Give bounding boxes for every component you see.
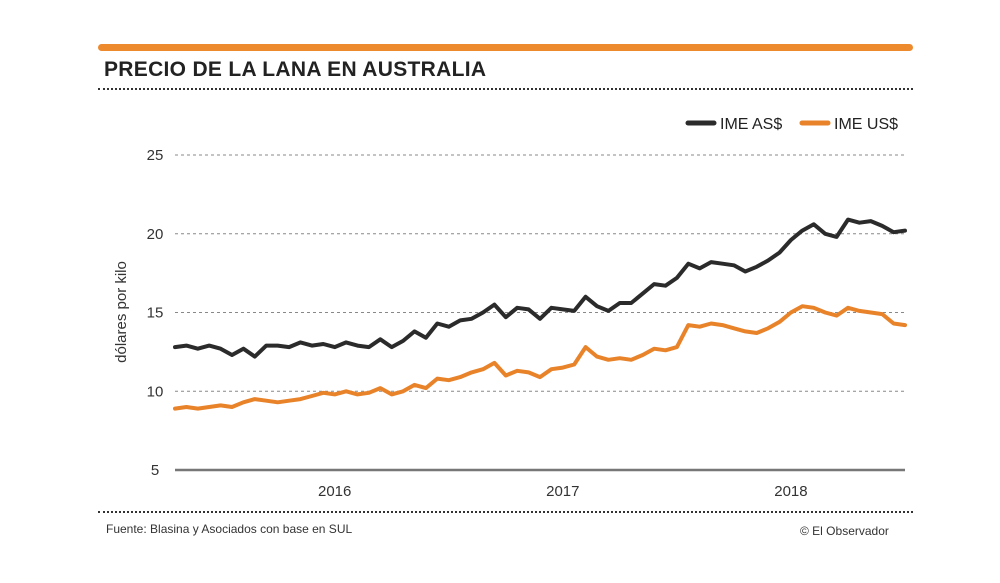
series-line-ime-as	[173, 217, 907, 359]
x-tick-label: 2018	[774, 483, 807, 500]
y-tick-label: 20	[147, 226, 164, 243]
y-tick-label: 15	[147, 305, 164, 322]
x-tick-label: 2017	[546, 483, 579, 500]
y-tick-label: 25	[147, 147, 164, 164]
x-tick-labels: 2016 2017 2018	[318, 483, 808, 500]
accent-bar	[98, 44, 913, 51]
y-tick-label: 5	[151, 462, 159, 479]
chart-title: PRECIO DE LA LANA EN AUSTRALIA	[104, 58, 487, 81]
credit-note: © El Observador	[800, 524, 889, 538]
source-note: Fuente: Blasina y Asociados con base en …	[106, 522, 353, 536]
series-line-ime-us	[173, 304, 907, 411]
title-divider	[98, 88, 913, 90]
legend-label: IME AS$	[720, 116, 782, 133]
legend: IME AS$ IME US$	[685, 116, 898, 133]
y-tick-label: 10	[147, 383, 164, 400]
grid-lines	[175, 154, 905, 472]
y-axis-label: dólares por kilo	[113, 261, 130, 363]
footer-divider	[98, 511, 913, 513]
legend-label: IME US$	[834, 116, 898, 133]
y-tick-labels: 5 10 15 20 25	[147, 147, 164, 479]
x-tick-label: 2016	[318, 483, 351, 500]
series-lines	[173, 217, 907, 411]
